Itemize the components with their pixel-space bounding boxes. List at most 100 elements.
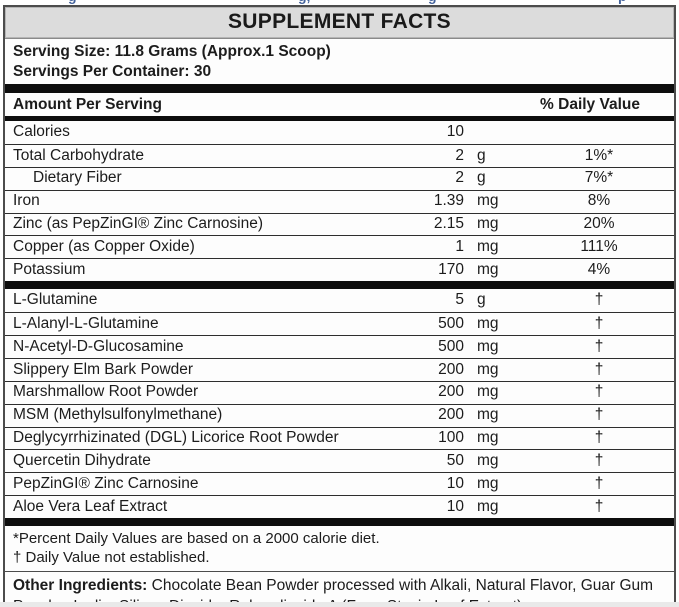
- table-row: L-Glutamine 5 g †: [5, 289, 674, 312]
- ingredient-unit: mg: [477, 406, 499, 424]
- ingredient-daily-value: 8%: [587, 192, 611, 210]
- ingredient-amount: 200: [438, 360, 464, 378]
- ingredient-unit: mg: [477, 360, 499, 378]
- ingredient-name: PepZinGI® Zinc Carnosine: [13, 475, 199, 493]
- ingredient-unit: mg: [477, 192, 499, 210]
- ingredient-unit: g: [477, 146, 486, 164]
- ingredient-unit: mg: [477, 261, 499, 279]
- ingredient-unit: mg: [477, 238, 499, 256]
- table-row: Dietary Fiber 2 g 7%*: [5, 166, 674, 190]
- ingredient-unit: g: [477, 169, 486, 187]
- ingredient-name: Total Carbohydrate: [13, 146, 144, 164]
- table-row: Marshmallow Root Powder 200 mg †: [5, 380, 674, 404]
- ingredient-amount: 1: [455, 238, 464, 256]
- daily-value-header: % Daily Value: [540, 96, 640, 113]
- ingredient-daily-value: †: [594, 314, 604, 332]
- table-row: Copper (as Copper Oxide) 1 mg 111%: [5, 235, 674, 258]
- ingredient-daily-value: 1%*: [584, 146, 614, 164]
- ingredient-name: Quercetin Dihydrate: [13, 452, 151, 470]
- footnotes-block: *Percent Daily Values are based on a 200…: [5, 526, 674, 573]
- ingredient-amount: 2: [455, 169, 464, 187]
- cropped-text-glyph: p: [618, 0, 627, 4]
- ingredient-unit: mg: [477, 429, 499, 447]
- table-row: Deglycyrrhizinated (DGL) Licorice Root P…: [5, 426, 674, 450]
- section-divider-bar: [5, 84, 674, 93]
- ingredient-amount: 170: [438, 261, 464, 279]
- bottom-crop-strip: [0, 602, 679, 607]
- ingredient-name: Calories: [13, 123, 70, 141]
- ingredient-unit: mg: [477, 475, 499, 493]
- ingredient-unit: mg: [477, 497, 499, 515]
- percent-daily-value-footnote: *Percent Daily Values are based on a 200…: [13, 530, 380, 548]
- table-row: Aloe Vera Leaf Extract 10 mg †: [5, 495, 674, 518]
- ingredient-amount: 10: [446, 475, 464, 493]
- ingredient-amount: 100: [438, 429, 464, 447]
- table-row: Potassium 170 mg 4%: [5, 258, 674, 281]
- table-row: PepZinGI® Zinc Carnosine 10 mg †: [5, 472, 674, 495]
- header-underline-bar: [5, 116, 674, 121]
- ingredient-daily-value: †: [594, 475, 604, 493]
- ingredient-name: MSM (Methylsulfonylmethane): [13, 406, 223, 424]
- ingredient-name: Deglycyrrhizinated (DGL) Licorice Root P…: [13, 429, 339, 447]
- ingredient-amount: 200: [438, 383, 464, 401]
- cropped-blue-text-fragments: g g, g p: [0, 0, 679, 5]
- table-column-header: Amount Per Serving % Daily Value: [5, 93, 674, 116]
- servings-per-container-line: Servings Per Container: 30: [13, 63, 212, 80]
- table-row: MSM (Methylsulfonylmethane) 200 mg †: [5, 403, 674, 427]
- ingredient-daily-value: †: [594, 429, 604, 447]
- ingredient-amount: 500: [438, 337, 464, 355]
- panel-title: SUPPLEMENT FACTS: [5, 7, 674, 39]
- table-row: Total Carbohydrate 2 g 1%*: [5, 143, 674, 167]
- table-row: Calories 10: [5, 121, 674, 144]
- table-row: Quercetin Dihydrate 50 mg †: [5, 449, 674, 472]
- table-row: L-Alanyl-L-Glutamine 500 mg †: [5, 312, 674, 335]
- ingredient-unit: mg: [477, 452, 499, 470]
- ingredient-name: N-Acetyl-D-Glucosamine: [13, 337, 184, 355]
- amount-per-serving-header: Amount Per Serving: [13, 96, 162, 113]
- ingredient-daily-value: †: [594, 406, 604, 424]
- ingredient-amount: 1.39: [433, 192, 464, 210]
- ingredient-daily-value: †: [594, 383, 604, 401]
- ingredient-name: Zinc (as PepZinGI® Zinc Carnosine): [13, 215, 264, 233]
- serving-info-block: Serving Size: 11.8 Grams (Approx.1 Scoop…: [5, 39, 674, 84]
- botanical-rows: L-Glutamine 5 g † L-Alanyl-L-Glutamine 5…: [5, 289, 674, 518]
- ingredient-amount: 50: [446, 452, 464, 470]
- ingredient-amount: 2: [455, 146, 464, 164]
- table-row: Slippery Elm Bark Powder 200 mg †: [5, 357, 674, 381]
- ingredient-daily-value: †: [594, 337, 604, 355]
- ingredient-name: Aloe Vera Leaf Extract: [13, 497, 168, 515]
- ingredient-daily-value: 20%: [583, 215, 615, 233]
- ingredient-name: Iron: [13, 192, 40, 210]
- ingredient-unit: mg: [477, 215, 499, 233]
- ingredient-amount: 500: [438, 314, 464, 332]
- ingredient-name: Copper (as Copper Oxide): [13, 238, 195, 256]
- other-ingredients-label: Other Ingredients:: [13, 577, 148, 595]
- ingredient-name: L-Glutamine: [13, 291, 98, 309]
- serving-size-line: Serving Size: 11.8 Grams (Approx.1 Scoop…: [13, 43, 331, 60]
- ingredient-unit: mg: [477, 383, 499, 401]
- ingredient-name: Slippery Elm Bark Powder: [13, 360, 194, 378]
- ingredient-unit: mg: [477, 314, 499, 332]
- ingredient-daily-value: 111%: [580, 238, 618, 256]
- ingredient-name: L-Alanyl-L-Glutamine: [13, 314, 159, 332]
- ingredient-daily-value: †: [594, 360, 604, 378]
- ingredient-daily-value: †: [594, 497, 604, 515]
- ingredient-amount: 2.15: [433, 215, 464, 233]
- ingredient-daily-value: 4%: [587, 261, 611, 279]
- supplement-facts-panel: SUPPLEMENT FACTS Serving Size: 11.8 Gram…: [3, 5, 676, 607]
- daily-value-not-established-footnote: † Daily Value not established.: [13, 549, 210, 567]
- ingredient-amount: 200: [438, 406, 464, 424]
- ingredient-name: Potassium: [13, 261, 86, 279]
- section-divider-bar: [5, 281, 674, 290]
- ingredient-daily-value: †: [594, 452, 604, 470]
- ingredient-amount: 5: [455, 291, 464, 309]
- ingredient-name: Marshmallow Root Powder: [13, 383, 199, 401]
- ingredient-amount: 10: [446, 123, 464, 141]
- ingredient-amount: 10: [446, 497, 464, 515]
- nutrient-rows: Calories 10 Total Carbohydrate 2 g 1%* D…: [5, 121, 674, 281]
- section-divider-bar: [5, 518, 674, 527]
- table-row: N-Acetyl-D-Glucosamine 500 mg †: [5, 335, 674, 358]
- table-row: Zinc (as PepZinGI® Zinc Carnosine) 2.15 …: [5, 212, 674, 236]
- cropped-text-glyph: g: [428, 0, 437, 4]
